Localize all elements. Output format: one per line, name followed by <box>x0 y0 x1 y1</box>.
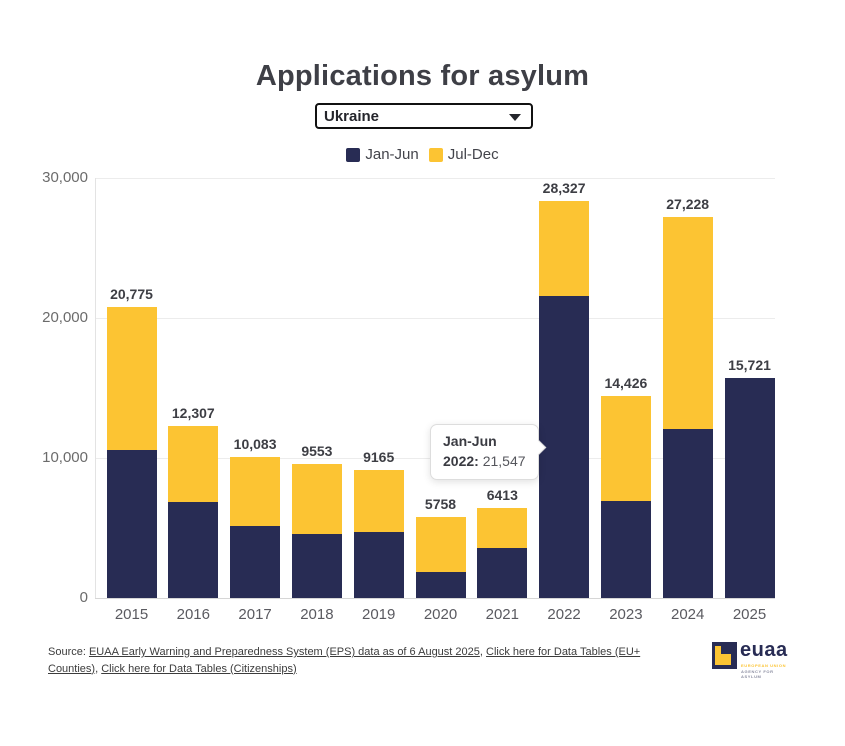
x-axis-tick: 2021 <box>485 606 519 623</box>
bar-2017-jul-dec[interactable] <box>230 456 281 526</box>
legend-label: Jan-Jun <box>365 146 419 163</box>
x-axis-tick: 2022 <box>547 606 581 623</box>
euaa-logo-word: euaa <box>740 639 788 661</box>
country-dropdown-value: Ukraine <box>324 107 380 125</box>
euaa-logo-subtitle2: AGENCY FOR ASYLUM <box>741 669 774 679</box>
bar-total-label: 5758 <box>424 496 457 513</box>
x-axis-tick: 2015 <box>114 606 149 623</box>
bar-2023-jan-jun[interactable] <box>600 500 651 598</box>
bar-total-label: 12,307 <box>171 404 215 421</box>
x-axis-tick: 2018 <box>300 606 334 623</box>
x-axis-line <box>95 598 775 599</box>
chevron-down-icon <box>509 114 521 121</box>
x-axis-tick: 2024 <box>671 606 705 623</box>
y-axis-tick: 10,000 <box>42 449 88 466</box>
bar-2015-jul-dec[interactable] <box>106 307 157 451</box>
bar-total-label: 10,083 <box>233 435 277 452</box>
bar-2016-jan-jun[interactable] <box>168 502 219 598</box>
bar-2018-jan-jun[interactable] <box>291 534 342 598</box>
country-dropdown[interactable]: Ukraine <box>315 103 533 129</box>
bar-2024-jul-dec[interactable] <box>662 216 713 430</box>
bar-2025-jan-jun[interactable] <box>724 377 775 598</box>
source-prefix: Source: <box>48 646 89 658</box>
euaa-logo[interactable]: euaa EUROPEAN UNION AGENCY FOR ASYLUM <box>705 639 791 679</box>
bar-total-label: 6413 <box>486 487 518 504</box>
gridline <box>95 178 775 179</box>
jan-jun-swatch-icon <box>346 147 361 162</box>
x-axis-tick: 2019 <box>362 606 396 623</box>
source-note: Source: EUAA Early Warning and Preparedn… <box>48 646 641 675</box>
bar-total-label: 28,327 <box>542 180 586 197</box>
source-link-data-tables-citizenships[interactable]: Click here for Data Tables (Citizenships… <box>101 662 297 675</box>
legend-item-jul-dec[interactable]: Jul-Dec <box>428 146 499 163</box>
chart-tooltip: Jan-Jun 2022: 21,547 <box>430 424 539 481</box>
bar-2019-jan-jun[interactable] <box>353 531 404 598</box>
bar-total-label: 9165 <box>363 448 395 465</box>
bar-2024-jan-jun[interactable] <box>662 429 713 598</box>
tooltip-series: Jan-Jun <box>443 433 497 449</box>
x-axis-tick: 2016 <box>176 606 210 623</box>
bar-2022-jul-dec[interactable] <box>539 201 590 297</box>
bar-2019-jul-dec[interactable] <box>353 469 404 532</box>
bar-total-label: 20,775 <box>110 286 153 303</box>
bar-2020-jul-dec[interactable] <box>415 517 466 573</box>
source-link-eps[interactable]: EUAA Early Warning and Preparedness Syst… <box>88 646 480 658</box>
bar-total-label: 14,426 <box>604 375 648 392</box>
bar-2016-jul-dec[interactable] <box>168 425 219 503</box>
euaa-logo-icon <box>712 642 737 669</box>
bar-total-label: 15,721 <box>728 356 771 373</box>
bar-2015-jan-jun[interactable] <box>106 450 157 598</box>
x-axis-tick: 2025 <box>732 606 767 623</box>
tooltip-value: 2022: 21,547 <box>443 452 526 469</box>
bar-2018-jul-dec[interactable] <box>291 464 342 535</box>
bar-2023-jul-dec[interactable] <box>600 396 651 501</box>
source-link-data-tables-countries[interactable]: Click here for Data Tables (EU+ Counties… <box>48 646 641 675</box>
y-axis-tick: 20,000 <box>42 309 88 326</box>
bar-total-label: 27,228 <box>666 195 710 212</box>
legend-item-jan-jun[interactable]: Jan-Jun <box>346 146 419 163</box>
x-axis-tick: 2020 <box>423 606 458 623</box>
x-axis-tick: 2023 <box>609 606 643 623</box>
bar-2022-jan-jun[interactable] <box>539 296 590 598</box>
bar-total-label: 9553 <box>301 443 333 460</box>
x-axis-tick: 2017 <box>238 606 272 623</box>
page-title: Applications for asylum <box>255 60 590 92</box>
chart-legend: Jan-Jun Jul-Dec <box>0 146 845 163</box>
y-axis-line <box>95 178 96 598</box>
bar-2020-jan-jun[interactable] <box>415 572 466 598</box>
gridline <box>95 318 775 319</box>
euaa-logo-subtitle1: EUROPEAN UNION <box>741 663 787 668</box>
y-axis-tick: 0 <box>79 589 88 606</box>
y-axis-tick: 30,000 <box>42 169 88 186</box>
bar-2021-jul-dec[interactable] <box>477 508 528 549</box>
legend-label: Jul-Dec <box>447 146 499 163</box>
jul-dec-swatch-icon <box>428 147 443 162</box>
bar-2017-jan-jun[interactable] <box>230 525 281 598</box>
bar-2021-jan-jun[interactable] <box>477 548 528 598</box>
